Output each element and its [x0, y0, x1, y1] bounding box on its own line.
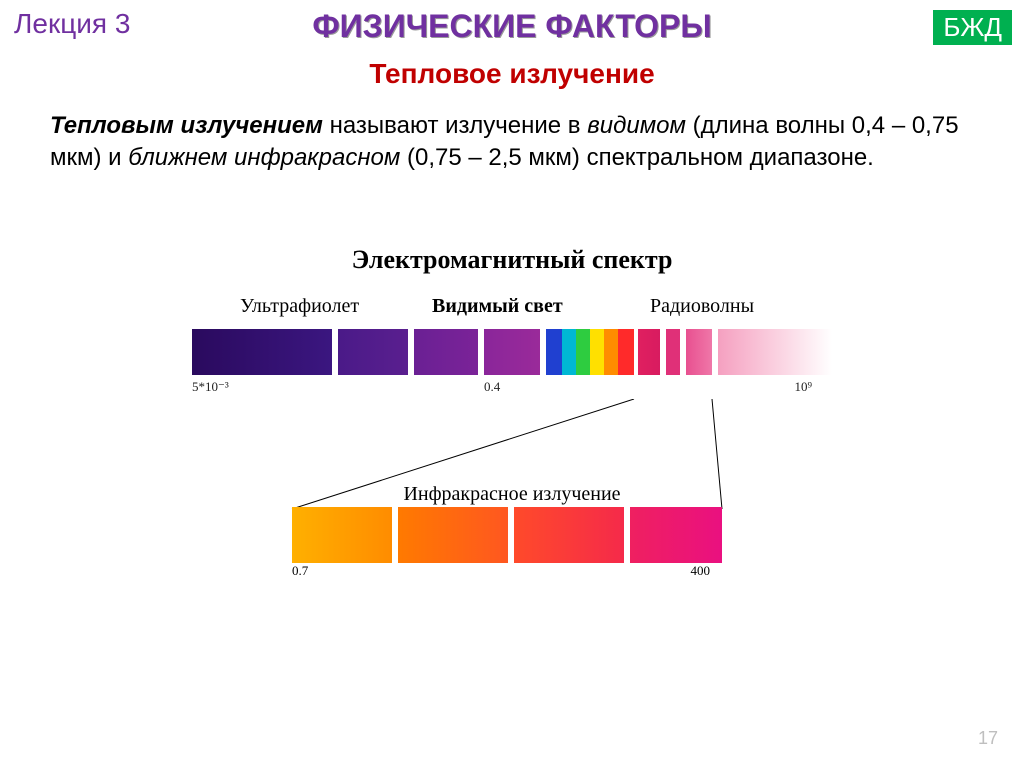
infrared-tick: 0.7	[292, 563, 308, 579]
spectrum-tick: 10⁹	[794, 379, 812, 395]
spectrum-segment	[590, 329, 604, 375]
spectrum-ticks: 5*10⁻³ 0.4 10⁹	[192, 379, 832, 399]
infrared-bar	[292, 507, 722, 563]
infrared-bar-wrap: 0.7 400	[192, 507, 832, 583]
spectrum-title: Электромагнитный спектр	[0, 245, 1024, 275]
def-t1: называют излучение в	[323, 112, 587, 139]
spectrum-segment	[192, 329, 332, 375]
spectrum-segment	[562, 329, 576, 375]
spectrum-segment	[414, 329, 478, 375]
spectrum-tick: 5*10⁻³	[192, 379, 229, 395]
lecture-label: Лекция 3	[14, 8, 130, 40]
spectrum-segment	[666, 329, 680, 375]
spectrum-diagram: Электромагнитный спектр Ультрафиолет Вид…	[0, 245, 1024, 583]
infrared-tick: 400	[691, 563, 711, 579]
def-t3: (0,75 – 2,5 мкм) спектральном диапазоне.	[400, 144, 874, 171]
label-uv: Ультрафиолет	[240, 295, 359, 318]
spectrum-segment	[576, 329, 590, 375]
spectrum-bar	[192, 329, 832, 375]
spectrum-segment	[546, 329, 562, 375]
infrared-segment	[292, 507, 392, 563]
def-em1: видимом	[587, 112, 686, 139]
infrared-title: Инфракрасное излучение	[403, 483, 620, 506]
definition-paragraph: Тепловым излучением называют излучение в…	[50, 110, 974, 175]
spectrum-band-labels: Ультрафиолет Видимый свет Радиоволны	[0, 295, 1024, 325]
label-radio: Радиоволны	[650, 295, 754, 318]
slide-subtitle: Тепловое излучение	[369, 58, 654, 90]
infrared-ticks: 0.7 400	[292, 563, 722, 583]
infrared-segment	[398, 507, 508, 563]
def-em2: ближнем инфракрасном	[128, 144, 400, 171]
spectrum-segment	[686, 329, 712, 375]
slide-header: Лекция 3 ФИЗИЧЕСКИЕ ФАКТОРЫ БЖД	[0, 8, 1024, 58]
spectrum-segment	[638, 329, 660, 375]
infrared-segment	[514, 507, 624, 563]
infrared-segment	[630, 507, 722, 563]
spectrum-segment	[338, 329, 408, 375]
definition-term: Тепловым излучением	[50, 112, 323, 139]
spectrum-tick: 0.4	[484, 379, 500, 395]
spectrum-segment	[618, 329, 634, 375]
course-badge: БЖД	[933, 10, 1012, 45]
label-visible: Видимый свет	[432, 295, 563, 318]
zoom-callout: Инфракрасное излучение	[192, 399, 832, 499]
spectrum-segment	[604, 329, 618, 375]
page-number: 17	[978, 728, 998, 749]
spectrum-segment	[718, 329, 832, 375]
spectrum-segment	[484, 329, 540, 375]
slide-title: ФИЗИЧЕСКИЕ ФАКТОРЫ	[312, 8, 711, 45]
